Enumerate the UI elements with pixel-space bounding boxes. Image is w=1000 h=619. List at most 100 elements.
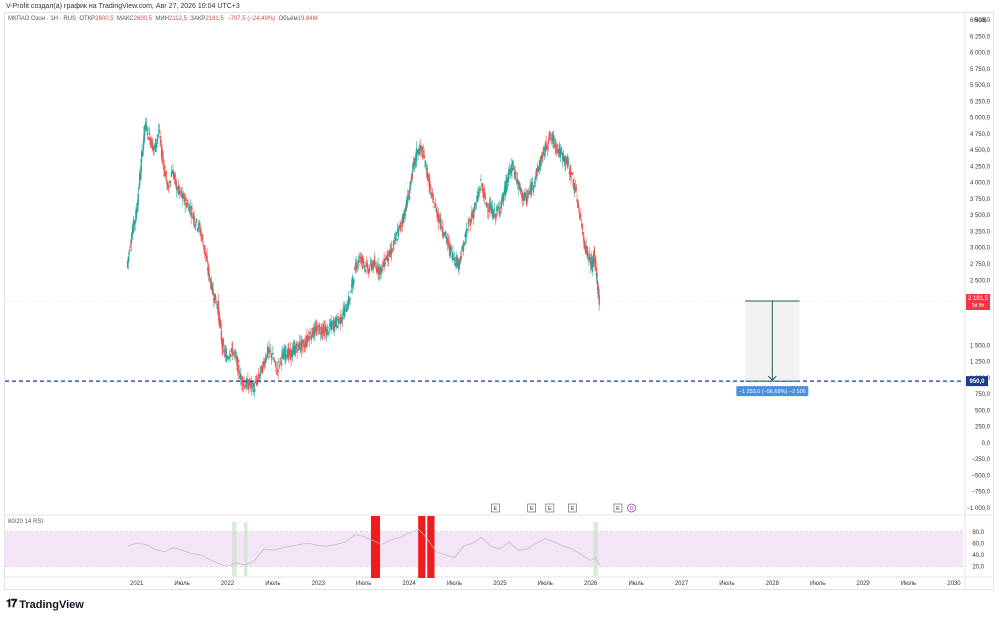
candle-body: [203, 245, 205, 251]
candle-body: [484, 192, 486, 198]
candle-body: [162, 157, 164, 164]
candle-body: [232, 348, 234, 356]
candle-body: [369, 268, 371, 271]
candle-body: [194, 224, 196, 226]
x-tick-label: Июль: [356, 581, 371, 587]
y-tick-label: 4 250,0: [970, 164, 991, 170]
candle-body: [356, 262, 358, 264]
candle-body: [373, 259, 375, 267]
candle-body: [421, 147, 423, 151]
candle-body: [213, 297, 215, 302]
candle-body: [553, 139, 556, 141]
candle-body: [258, 376, 260, 379]
candle-body: [319, 325, 321, 328]
candle-body: [432, 194, 435, 200]
earnings-marker-letter: E: [548, 506, 552, 512]
candle-body: [390, 248, 393, 254]
y-tick-label: 1 500,0: [970, 343, 991, 349]
candle-body: [274, 360, 276, 362]
candle-body: [227, 358, 229, 359]
candle-body: [575, 187, 578, 191]
candle-body: [570, 175, 572, 180]
candle-body: [486, 203, 488, 205]
candle-body: [211, 284, 214, 290]
candle-body: [419, 145, 422, 149]
candle-body: [509, 170, 512, 172]
candle-body: [413, 157, 416, 166]
candle-body: [540, 154, 543, 160]
dividend-marker: [627, 503, 636, 513]
candle-body: [220, 330, 223, 342]
candle-body: [262, 361, 264, 363]
candle-body: [539, 159, 541, 166]
candle-body: [260, 366, 262, 371]
candle-body: [478, 192, 480, 195]
x-tick-label: 2023: [312, 581, 326, 587]
candles-group: [126, 117, 601, 398]
symbol-name[interactable]: МКПАО Озон · 1Н · RUS: [8, 16, 77, 22]
rsi-y-tick-label: 60,0: [972, 541, 984, 547]
candle-body: [198, 222, 201, 227]
candle-body: [210, 281, 212, 289]
candle-body: [221, 340, 223, 349]
candle-body: [369, 261, 372, 262]
candle-body: [565, 162, 568, 164]
candle-body: [451, 254, 453, 259]
x-tick-label: Июль: [174, 581, 189, 587]
y-tick-label: −750,0: [971, 490, 990, 496]
candle-body: [468, 218, 471, 222]
candle-body: [366, 262, 368, 267]
candle-body: [397, 227, 400, 237]
candle-body: [375, 266, 377, 268]
rsi-y-tick-label: 80,0: [972, 530, 984, 536]
candle-body: [366, 263, 369, 269]
candle-body: [225, 350, 227, 354]
candle-body: [433, 207, 435, 209]
candle-body: [312, 335, 314, 338]
high-value: 2600,5: [133, 16, 153, 22]
candle-body: [204, 252, 207, 256]
candle-body: [481, 183, 483, 185]
candle-body: [237, 359, 239, 363]
candle-body: [521, 192, 524, 200]
candle-body: [307, 337, 310, 340]
candle-body: [490, 204, 492, 210]
candle-body: [533, 185, 535, 189]
candle-body: [325, 328, 328, 337]
tradingview-logo[interactable]: 𝟏𝟕 TradingView: [6, 598, 84, 611]
candle-body: [427, 178, 429, 181]
candle-body: [552, 135, 555, 145]
candle-body: [461, 246, 463, 248]
y-tick-label: 1 250,0: [970, 360, 991, 366]
candle-body: [483, 188, 485, 191]
rsi-label: 80/20 14 RSI: [8, 519, 44, 525]
y-tick-label: −500,0: [971, 473, 990, 479]
candle-body: [472, 209, 475, 219]
candle-body: [442, 232, 444, 236]
candle-body: [352, 279, 354, 284]
candle-body: [164, 175, 167, 177]
candle-body: [168, 181, 170, 183]
candle-body: [269, 350, 271, 352]
candle-body: [133, 223, 136, 225]
candle-body: [300, 339, 303, 350]
candle-body: [584, 248, 587, 253]
candle-body: [586, 246, 588, 252]
candle-body: [340, 313, 342, 322]
candle-body: [255, 380, 257, 383]
candle-body: [509, 168, 511, 174]
candle-body: [254, 388, 256, 392]
candle-body: [141, 150, 143, 158]
candle-body: [333, 319, 335, 330]
candle-body: [390, 251, 392, 255]
candle-body: [315, 328, 317, 334]
candle-body: [406, 198, 408, 206]
candle-body: [310, 335, 313, 340]
candle-body: [128, 252, 130, 256]
candle-body: [501, 195, 503, 201]
rsi-overbought-highlight: [427, 516, 435, 578]
chart-frame: [4, 12, 994, 590]
candle-body: [341, 319, 343, 323]
candle-body: [219, 320, 222, 328]
